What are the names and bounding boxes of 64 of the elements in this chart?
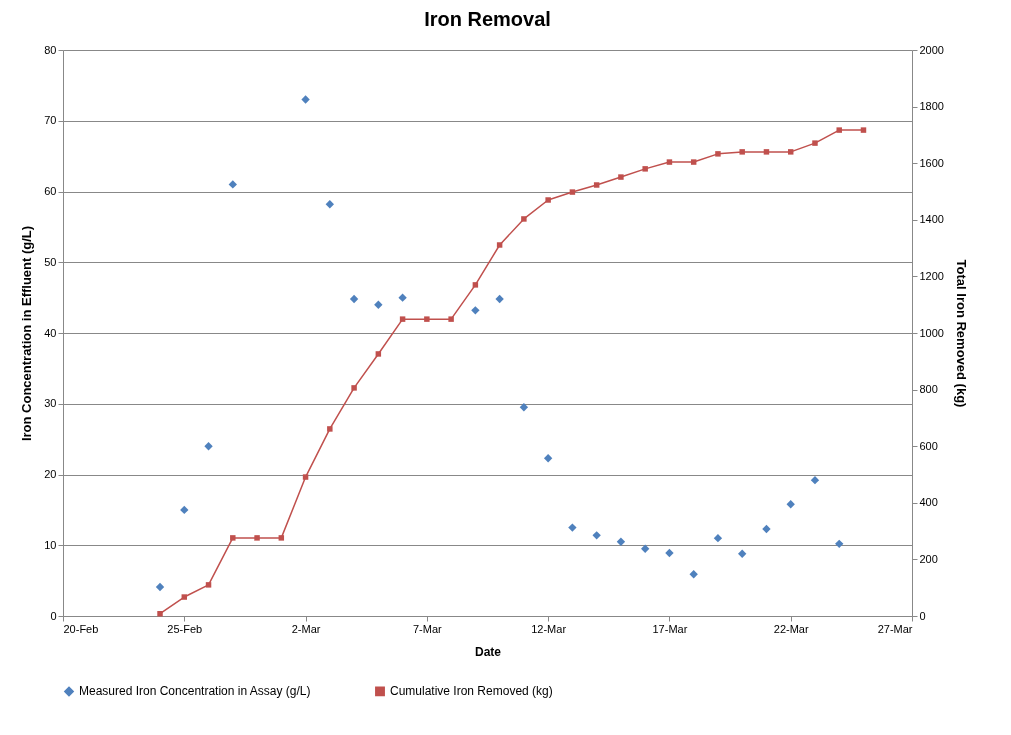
y-axis-title: Iron Concentration in Effluent (g/L)	[19, 225, 35, 442]
point	[521, 216, 527, 222]
point	[860, 127, 867, 133]
legend-label: Measured Iron Concentration in Assay (g/L)	[79, 684, 311, 699]
y2-tick-label: 1400	[919, 213, 944, 226]
point	[327, 426, 333, 432]
y2-axis-title: Total Iron Removed (kg)	[953, 259, 969, 408]
y2-tick-label: 200	[919, 552, 938, 565]
point	[787, 149, 794, 155]
y2-tick-label: 600	[919, 439, 938, 452]
chart-title: Iron Removal	[424, 8, 551, 30]
y2-tick-label: 1800	[919, 100, 944, 113]
point	[399, 316, 406, 322]
point	[424, 316, 430, 322]
y2-tick-label: 1600	[919, 156, 944, 169]
y-tick-label: 20	[44, 468, 57, 480]
x-tick-label: 2-Mar	[291, 622, 321, 635]
y2-tick-label: 800	[919, 383, 938, 396]
point	[157, 611, 163, 617]
point	[666, 159, 673, 165]
point	[642, 166, 648, 172]
point	[690, 159, 697, 165]
x-tick-label: 25-Feb	[167, 622, 203, 635]
x-tick-label: 7-Mar	[412, 622, 443, 635]
point	[375, 351, 382, 357]
point	[302, 474, 309, 480]
point	[739, 149, 745, 155]
point	[763, 149, 770, 155]
point	[448, 316, 454, 322]
x-axis-title: Date	[474, 644, 502, 659]
point	[545, 197, 551, 203]
point	[593, 182, 600, 188]
point	[472, 282, 479, 288]
point	[181, 594, 188, 600]
y-tick-label: 70	[44, 114, 57, 127]
x-tick-label: 27-Mar	[877, 622, 913, 635]
x-tick-label: 22-Mar	[773, 622, 809, 635]
point	[812, 140, 818, 146]
y-tick-label: 0	[50, 609, 57, 622]
y-tick-label: 40	[44, 326, 57, 339]
y2-tick-label: 0	[919, 609, 926, 622]
y-tick-label: 80	[44, 43, 57, 56]
point	[715, 151, 721, 157]
point	[618, 174, 624, 180]
x-tick-label: 17-Mar	[652, 622, 688, 635]
y2-tick-label: 2000	[919, 43, 944, 56]
point	[205, 582, 212, 588]
point	[569, 189, 576, 195]
x-tick-label: 20-Feb	[63, 622, 99, 635]
y2-tick-label: 1200	[919, 269, 944, 282]
y-tick-label: 10	[44, 538, 57, 551]
point	[230, 535, 236, 541]
y-tick-label: 30	[44, 397, 57, 410]
y2-tick-label: 400	[919, 496, 938, 509]
point	[836, 127, 842, 133]
point	[254, 535, 260, 541]
x-tick-label: 12-Mar	[531, 622, 567, 635]
y-tick-label: 60	[44, 185, 57, 197]
point	[278, 535, 285, 541]
y2-tick-label: 1000	[919, 326, 944, 339]
legend-label: Cumulative Iron Removed (kg)	[390, 684, 553, 699]
point	[496, 242, 503, 248]
y-tick-label: 50	[44, 255, 57, 268]
point	[351, 385, 357, 391]
